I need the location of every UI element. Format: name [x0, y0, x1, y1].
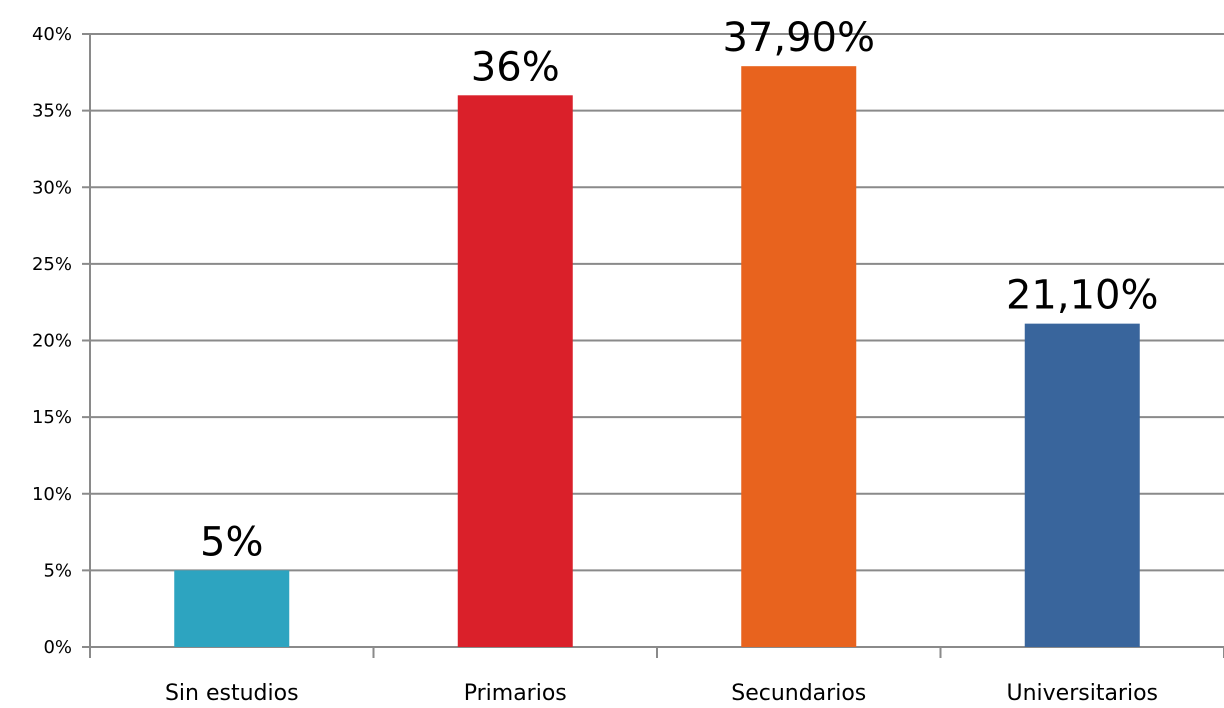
- y-tick-label: 15%: [32, 407, 72, 428]
- data-label: 37,90%: [722, 15, 875, 61]
- x-tick-label: Primarios: [464, 681, 567, 704]
- x-tick-label: Secundarios: [731, 681, 866, 704]
- y-tick-label: 5%: [43, 560, 72, 581]
- x-tick-label: Universitarios: [1006, 681, 1158, 704]
- data-labels: 5% 36% 37,90% 21,10%: [200, 15, 1159, 565]
- data-label: 21,10%: [1006, 273, 1159, 319]
- bar-secundarios: [741, 66, 857, 648]
- x-tick-label: Sin estudios: [165, 681, 299, 704]
- gridlines: [90, 33, 1224, 572]
- y-tick-label: 40%: [32, 24, 72, 45]
- data-label: 36%: [471, 44, 560, 90]
- y-tick-label: 10%: [32, 484, 72, 505]
- y-tick-label: 30%: [32, 177, 72, 198]
- y-tick-label: 35%: [32, 101, 72, 122]
- bar-sin-estudios: [174, 570, 290, 647]
- y-tick-label: 0%: [43, 637, 72, 658]
- bars: [174, 66, 1140, 648]
- data-label: 5%: [200, 519, 263, 565]
- bar-primarios: [457, 95, 573, 648]
- y-tick-label: 25%: [32, 254, 72, 275]
- bar-universitarios: [1024, 323, 1140, 647]
- axes: 0% 5% 10% 15% 20% 25% 30% 35% 40% Sin estudios Pri…: [32, 24, 1224, 706]
- y-tick-label: 20%: [32, 331, 72, 352]
